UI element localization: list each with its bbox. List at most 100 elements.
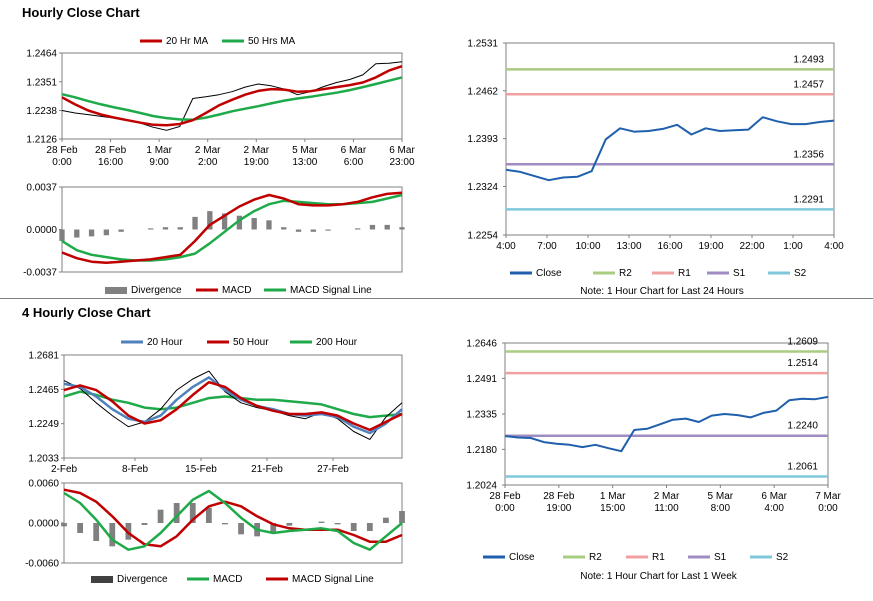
4hourly-pivots-ytick-label: 1.2335 <box>466 410 497 421</box>
hourly-divergence-bar <box>325 229 331 231</box>
hourly-pivots-ytick-label: 1.2531 <box>467 39 498 50</box>
hourly-divergence-bar <box>369 224 376 230</box>
hourly-pivots-xtick-label: 1:00 <box>783 241 803 252</box>
hourly-price-ytick-label: 1.2126 <box>26 135 57 146</box>
hourly-price-ytick-label: 1.2464 <box>26 49 57 60</box>
4hourly-legend-macd-label: MACD <box>213 574 242 585</box>
hourly-divergence-bar <box>118 229 124 232</box>
4hourly-price-xtick-label: 21-Feb <box>251 464 283 475</box>
hourly-price-xtick-label: 28 Feb <box>46 145 78 156</box>
hourly-legend-ma50-label: 50 Hrs MA <box>248 36 296 47</box>
hourly-pivots-ytick-label: 1.2324 <box>467 182 498 193</box>
hourly-ma20-series <box>61 65 403 127</box>
hourly-pivots-legend-s1-label: S1 <box>733 268 746 279</box>
hourly-divergence-bar <box>281 227 287 230</box>
hourly-legend-divergence-label: Divergence <box>131 285 182 296</box>
hourly-legend-ma20-label: 20 Hr MA <box>166 36 209 47</box>
hourly-pivots-xtick-label: 7:00 <box>537 241 557 252</box>
hourly-price-ytick-label: 1.2351 <box>26 77 57 88</box>
hourly-price-plot-area <box>61 52 403 140</box>
hourly-divergence-bar <box>251 218 257 230</box>
hourly-pivots-ytick-label: 1.2393 <box>467 134 498 145</box>
hourly-divergence-bar <box>354 228 361 230</box>
hourly-pivots-ytick-label: 1.2254 <box>467 231 498 242</box>
4hourly-divergence-bar <box>318 521 325 523</box>
hourly-divergence-bar <box>236 215 243 230</box>
hourly-price-ytick-label: 1.2238 <box>26 106 57 117</box>
4hourly-pivots-xtick-label: 0:00 <box>818 503 838 514</box>
4hourly-divergence-bar <box>350 523 357 531</box>
4hourly-divergence-bar <box>286 523 293 526</box>
4hourly-pivots-xtick-label: 28 Feb <box>489 491 521 502</box>
4hourly-divergence-bar <box>334 523 341 525</box>
hourly-price-xtick-label: 23:00 <box>389 157 414 168</box>
4hourly-pivots-level-label-r1: 1.2514 <box>787 358 818 369</box>
4hourly-legend-ma50-label: 50 Hour <box>233 337 269 348</box>
4hourly-macd-ytick-label: -0.0060 <box>25 559 59 570</box>
4hourly-pivots-xtick-label: 1 Mar <box>600 491 626 502</box>
hourly-pivots-legend-s2-label: S2 <box>794 268 807 279</box>
4hourly-macd-ytick-label: 0.0060 <box>28 479 59 490</box>
4hourly-price-xtick-label: 15-Feb <box>185 464 217 475</box>
hourly-pivots-legend-close-label: Close <box>536 268 562 279</box>
hourly-pivots-level-label-s1: 1.2356 <box>793 149 824 160</box>
hourly-price-xtick-label: 6 Mar <box>389 145 415 156</box>
4hourly-divergence-bar <box>366 523 373 531</box>
4hourly-price-xtick-label: 2-Feb <box>51 464 78 475</box>
hourly-divergence-bar <box>162 227 169 230</box>
4hourly-pivots-legend-s1-label: S1 <box>714 552 727 563</box>
4hourly-divergence-bar <box>189 503 196 523</box>
4hourly-pivots-ytick-label: 1.2491 <box>466 374 497 385</box>
hourly-divergence-bar <box>103 229 110 236</box>
4hourly-divergence-bar <box>93 523 100 541</box>
4hourly-close-series <box>63 370 403 440</box>
4hourly-pivots-level-label-s2: 1.2061 <box>787 462 818 473</box>
4hourly-pivots-xtick-label: 19:00 <box>546 503 571 514</box>
4hourly-legend-divergence-swatch <box>91 576 113 583</box>
hourly-macd-series <box>61 191 403 265</box>
4hourly-price-ytick-label: 1.2033 <box>28 454 59 465</box>
hourly-pivots-note: Note: 1 Hour Chart for Last 24 Hours <box>580 286 743 297</box>
section-divider <box>0 298 873 299</box>
4hourly-pivots-level-label-s1: 1.2240 <box>787 421 818 432</box>
hourly-pivots-legend-r2-label: R2 <box>619 268 632 279</box>
hourly-divergence-bar <box>207 211 213 230</box>
hourly-pivots-level-label-s2: 1.2291 <box>793 194 824 205</box>
hourly-price-xtick-label: 9:00 <box>149 157 169 168</box>
hourly-pivots-xtick-label: 16:00 <box>657 241 682 252</box>
4hourly-divergence-bar <box>270 523 277 532</box>
hourly-legend-macd-label: MACD <box>222 285 251 296</box>
hourly-price-xtick-label: 2 Mar <box>195 145 221 156</box>
hourly-pivots-ytick-label: 1.2462 <box>467 86 498 97</box>
4hourly-divergence-bar <box>109 523 116 547</box>
4hourly-ma50-series <box>63 380 403 432</box>
4hourly-divergence-bar <box>238 523 244 535</box>
hourly-price-xtick-label: 2 Mar <box>244 145 270 156</box>
hourly-pivots-xtick-label: 4:00 <box>496 241 516 252</box>
hourly-divergence-bar <box>74 229 80 238</box>
4hourly-price-ytick-label: 1.2681 <box>28 351 59 362</box>
hourly-pivots-xtick-label: 10:00 <box>575 241 600 252</box>
hourly-ma50-series <box>61 76 403 121</box>
hourly-divergence-bar <box>399 227 405 230</box>
hourly-price-xtick-label: 2:00 <box>198 157 218 168</box>
hourly-macd-ytick-label: 0.0000 <box>26 225 57 236</box>
4hourly-pivots-xtick-label: 7 Mar <box>815 491 841 502</box>
hourly-pivots-xtick-label: 13:00 <box>616 241 641 252</box>
hourly-divergence-bar <box>88 229 95 237</box>
hourly-legend-signal-label: MACD Signal Line <box>290 285 372 296</box>
4hourly-pivots-xtick-label: 2 Mar <box>654 491 680 502</box>
hourly-divergence-bar <box>295 229 302 232</box>
4hourly-pivots-ytick-label: 1.2180 <box>466 445 497 456</box>
4hourly-pivots-xtick-label: 15:00 <box>600 503 625 514</box>
4hourly-pivots-plot-area <box>504 342 829 486</box>
4hourly-legend-ma20-label: 20 Hour <box>147 337 183 348</box>
hourly-pivots-close-series <box>505 116 835 182</box>
4hourly-macd-ytick-label: 0.0000 <box>28 519 59 530</box>
hourly-price-xtick-label: 1 Mar <box>146 145 172 156</box>
hourly-divergence-bar <box>221 213 228 230</box>
